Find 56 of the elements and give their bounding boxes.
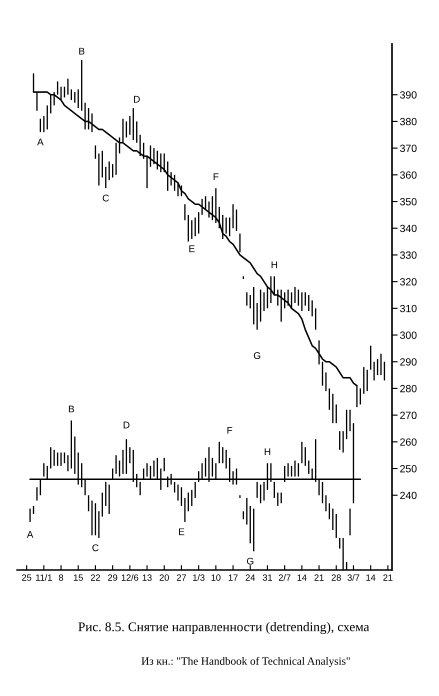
y-tick-label: 310 [400, 304, 417, 312]
y-tick-label: 350 [400, 198, 417, 206]
annotation: C [102, 194, 109, 202]
y-tick-label: 320 [400, 278, 417, 286]
x-tick-label: 14 [366, 574, 376, 581]
annotation: B [68, 406, 74, 412]
x-tick-label: 1/3 [193, 574, 205, 581]
annotation: D [124, 422, 130, 428]
x-tick-label: 3/7 [348, 574, 360, 581]
annotation: A [37, 138, 44, 146]
annotation: F [214, 173, 218, 180]
annotation: C [92, 544, 99, 552]
y-tick-label: 340 [400, 224, 417, 232]
x-tick-label: 13 [142, 574, 152, 581]
x-tick-label: 15 [74, 574, 83, 581]
y-tick-label: 330 [400, 251, 417, 259]
x-tick-label: 20 [160, 574, 169, 581]
x-tick-label: 11/1 [36, 574, 52, 581]
x-tick-label: 17 [228, 574, 238, 581]
annotation: E [189, 245, 195, 252]
y-tick-label: 240 [400, 492, 417, 500]
x-tick-label: 21 [383, 574, 392, 581]
y-tick-label: 300 [400, 332, 417, 339]
y-tick-label: 370 [400, 144, 417, 152]
y-tick-label: 280 [400, 384, 417, 392]
x-tick-label: 12/6 [122, 574, 138, 581]
y-tick-label: 290 [400, 358, 417, 366]
annotation: H [272, 261, 278, 268]
x-tick-label: 29 [108, 574, 118, 581]
x-tick-label: 8 [58, 574, 64, 581]
x-tick-label: 2/7 [278, 574, 290, 581]
annotation: G [246, 558, 254, 565]
x-tick-label: 10 [212, 574, 221, 581]
annotation: D [134, 96, 140, 103]
text: Рис. 8.5. Снятие направленности (detrending), схема [78, 622, 370, 634]
y-tick-label: 380 [400, 118, 417, 126]
y-tick-label: 390 [400, 91, 417, 99]
x-tick-label: 22 [90, 574, 100, 581]
y-tick-label: 250 [400, 465, 417, 472]
annotation: G [254, 352, 260, 360]
x-tick-label: 31 [262, 574, 272, 581]
y-tick-label: 270 [400, 412, 417, 420]
x-tick-label: 28 [332, 574, 341, 581]
annotation: E [179, 528, 184, 536]
text: Из кн.: "The Handbook of Technical Analysis" [142, 656, 350, 668]
x-tick-label: 27 [176, 574, 186, 581]
x-tick-label: 24 [246, 574, 256, 581]
annotation: B [79, 48, 84, 55]
y-tick-label: 260 [400, 438, 417, 446]
y-tick-label: 360 [400, 171, 417, 179]
x-tick-label: 14 [298, 574, 307, 581]
annotation: A [26, 531, 34, 538]
annotation: F [227, 426, 232, 434]
x-tick-label: 21 [314, 574, 324, 581]
annotation: H [264, 448, 270, 456]
x-tick-label: 25 [22, 574, 32, 581]
